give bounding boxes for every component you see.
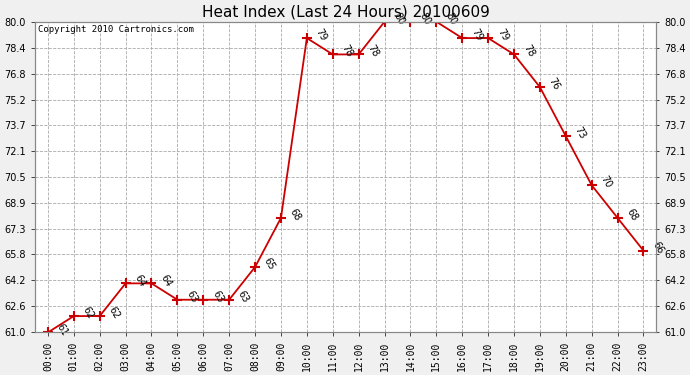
Text: 80: 80 — [391, 11, 406, 27]
Text: 79: 79 — [314, 27, 328, 43]
Title: Heat Index (Last 24 Hours) 20100609: Heat Index (Last 24 Hours) 20100609 — [201, 4, 490, 19]
Text: 63: 63 — [184, 289, 199, 304]
Text: 65: 65 — [262, 256, 277, 272]
Text: 79: 79 — [469, 27, 484, 43]
Text: 80: 80 — [417, 11, 432, 27]
Text: 80: 80 — [443, 11, 458, 27]
Text: 63: 63 — [236, 289, 251, 304]
Text: Copyright 2010 Cartronics.com: Copyright 2010 Cartronics.com — [38, 25, 194, 34]
Text: 76: 76 — [547, 76, 562, 92]
Text: 61: 61 — [55, 322, 70, 337]
Text: 68: 68 — [624, 207, 640, 223]
Text: 79: 79 — [495, 27, 510, 43]
Text: 70: 70 — [599, 174, 613, 190]
Text: 64: 64 — [159, 273, 173, 288]
Text: 64: 64 — [132, 273, 147, 288]
Text: 62: 62 — [81, 305, 96, 321]
Text: 66: 66 — [651, 240, 665, 255]
Text: 78: 78 — [521, 44, 536, 59]
Text: 68: 68 — [288, 207, 303, 223]
Text: 78: 78 — [366, 44, 380, 59]
Text: 73: 73 — [573, 125, 588, 141]
Text: 78: 78 — [339, 44, 355, 59]
Text: 62: 62 — [107, 305, 121, 321]
Text: 63: 63 — [210, 289, 225, 304]
